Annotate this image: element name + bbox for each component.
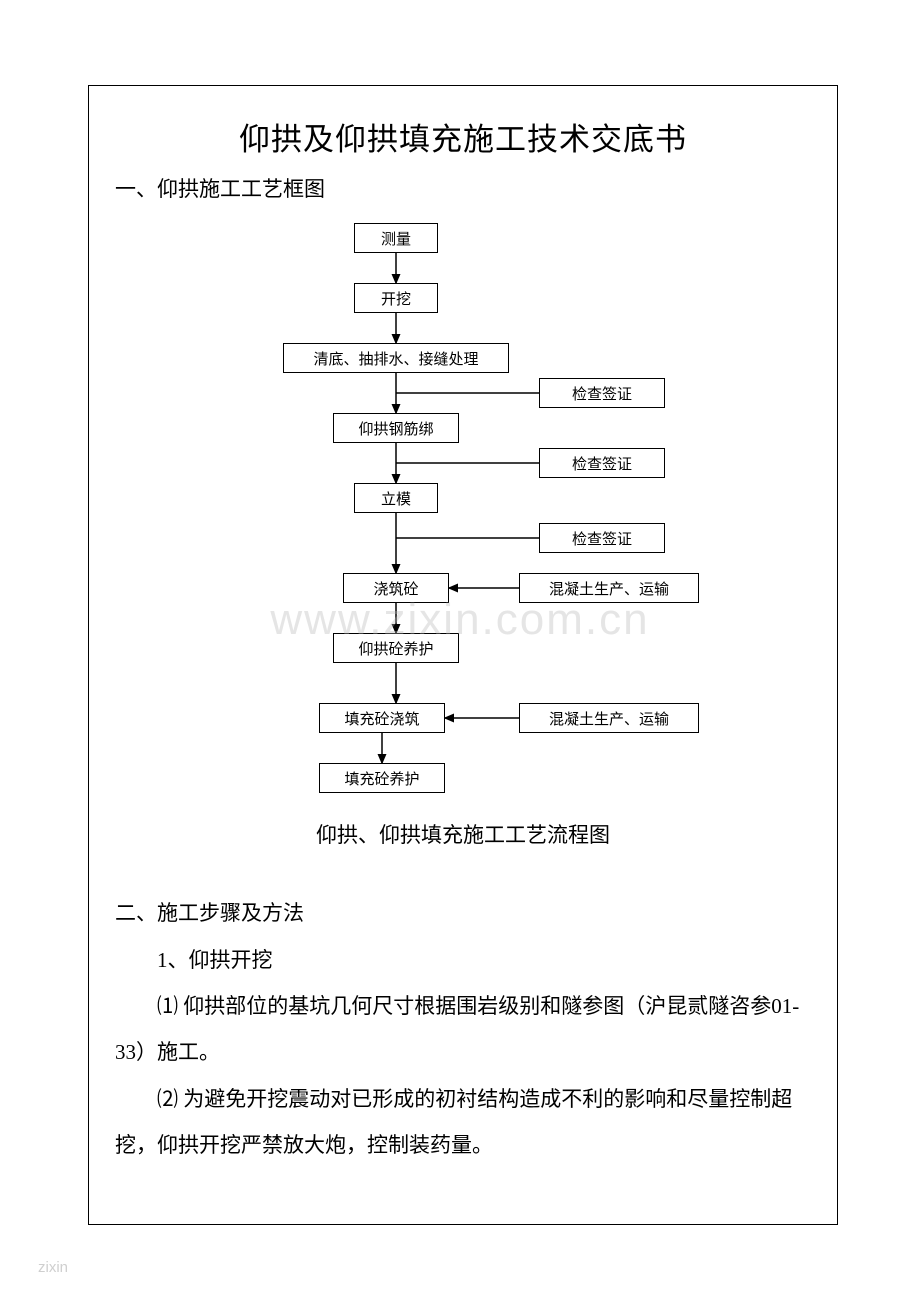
flow-side-node: 混凝土生产、运输 [519, 703, 699, 733]
flow-node: 开挖 [354, 283, 438, 313]
footer-watermark: zixin [38, 1259, 68, 1276]
paragraph-text: ⑴ 仰拱部位的基坑几何尺寸根据围岩级别和隧参图（沪昆贰隧咨参01-33）施工。 [115, 994, 799, 1064]
step-title: 1、仰拱开挖 [115, 937, 829, 983]
section-heading-2: 二、施工步骤及方法 [115, 897, 837, 927]
paragraph-text: ⑵ 为避免开挖震动对已形成的初衬结构造成不利的影响和尽量控制超挖，仰拱开挖严禁放… [115, 1087, 792, 1157]
flow-node: 立模 [354, 483, 438, 513]
paragraph: ⑴ 仰拱部位的基坑几何尺寸根据围岩级别和隧参图（沪昆贰隧咨参01-33）施工。 [115, 983, 829, 1075]
flowchart-caption: 仰拱、仰拱填充施工工艺流程图 [89, 819, 837, 849]
flowchart-connectors [89, 213, 837, 813]
flow-side-node: 检查签证 [539, 448, 665, 478]
document-title: 仰拱及仰拱填充施工技术交底书 [89, 114, 837, 159]
flow-node: 填充砼浇筑 [319, 703, 445, 733]
paragraph: ⑵ 为避免开挖震动对已形成的初衬结构造成不利的影响和尽量控制超挖，仰拱开挖严禁放… [115, 1076, 829, 1168]
section-heading-1: 一、仰拱施工工艺框图 [115, 173, 837, 203]
flow-node: 清底、抽排水、接缝处理 [283, 343, 509, 373]
flow-node: 浇筑砼 [343, 573, 449, 603]
body-text: 1、仰拱开挖 ⑴ 仰拱部位的基坑几何尺寸根据围岩级别和隧参图（沪昆贰隧咨参01-… [89, 937, 837, 1168]
flow-node: 填充砼养护 [319, 763, 445, 793]
flow-node: 仰拱砼养护 [333, 633, 459, 663]
page-border: 仰拱及仰拱填充施工技术交底书 一、仰拱施工工艺框图 测量开挖清底、抽排水、接缝处… [88, 85, 838, 1225]
flow-side-node: 混凝土生产、运输 [519, 573, 699, 603]
flow-side-node: 检查签证 [539, 523, 665, 553]
flow-node: 仰拱钢筋绑 [333, 413, 459, 443]
flow-node: 测量 [354, 223, 438, 253]
flow-side-node: 检查签证 [539, 378, 665, 408]
flowchart: 测量开挖清底、抽排水、接缝处理仰拱钢筋绑立模浇筑砼仰拱砼养护填充砼浇筑填充砼养护… [89, 213, 837, 813]
